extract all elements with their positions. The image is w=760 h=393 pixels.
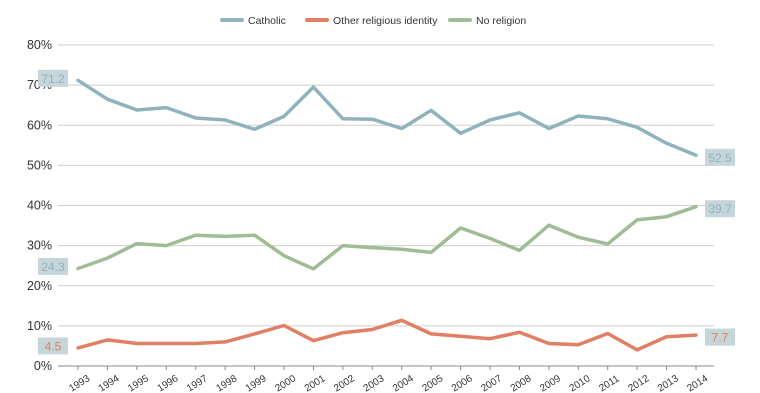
series-line	[76, 318, 698, 352]
x-tick-label: 1993	[67, 373, 92, 393]
series-lines	[76, 78, 698, 352]
legend: Catholic Other religious identity No relig…	[220, 15, 526, 27]
x-tick-label: 2001	[303, 373, 328, 393]
y-tick-label: 60%	[27, 118, 52, 132]
data-label: 24.3	[41, 260, 65, 274]
data-label: 7.7	[712, 331, 729, 345]
x-tick-label: 1994	[97, 373, 122, 393]
data-label: 71.2	[41, 72, 65, 86]
x-tick-label: 2008	[509, 373, 534, 393]
x-tick-label: 2006	[450, 373, 475, 393]
y-tick-label: 50%	[27, 158, 52, 172]
y-tick-label: 10%	[27, 319, 52, 333]
data-label-box	[705, 148, 735, 166]
data-label-box	[38, 257, 68, 275]
x-tick-label: 2000	[273, 373, 298, 393]
x-tick-label: 2002	[332, 373, 357, 393]
y-tick-label: 20%	[27, 279, 52, 293]
x-tick-label: 2010	[568, 373, 593, 393]
data-label: 4.5	[45, 339, 62, 353]
end-labels: 71.2 52.5 4.5 7.7 24.3 39.7	[38, 69, 735, 355]
x-tick-label: 2013	[656, 373, 681, 393]
data-label-box	[38, 337, 68, 355]
data-label-box	[705, 328, 735, 346]
x-tick-label: 1995	[126, 373, 151, 393]
x-tick-label: 2011	[597, 373, 621, 393]
x-tick-label: 2004	[391, 373, 416, 393]
series-line	[76, 78, 698, 158]
y-tick-label: 0%	[34, 359, 52, 373]
data-label: 52.5	[708, 151, 732, 165]
legend-label: No religion	[476, 15, 526, 27]
legend-label: Catholic	[248, 15, 286, 27]
x-tick-label: 2003	[362, 373, 387, 393]
y-axis: 0%10%20%30%40%50%60%70%80%	[27, 38, 52, 373]
y-tick-label: 40%	[27, 199, 52, 213]
data-label-box	[705, 200, 735, 218]
series-line	[76, 204, 698, 271]
x-axis: 1993 1994 1995 1996 1997 1998 1999 2000 2001 2002…	[67, 366, 710, 393]
y-tick-label: 80%	[27, 38, 52, 52]
x-tick-label: 2005	[420, 373, 445, 393]
gridlines	[58, 44, 714, 367]
x-tick-label: 2009	[538, 373, 563, 393]
x-tick-label: 1998	[214, 373, 239, 393]
x-tick-label: 1997	[185, 373, 210, 393]
x-tick-label: 2014	[685, 373, 710, 393]
x-tick-label: 2007	[479, 373, 504, 393]
x-tick-label: 1999	[244, 373, 269, 393]
data-label-box	[38, 69, 68, 87]
data-label: 39.7	[708, 202, 732, 216]
legend-label: Other religious identity	[333, 15, 438, 27]
x-tick-label: 2012	[626, 373, 651, 393]
y-tick-label: 30%	[27, 239, 52, 253]
x-tick-label: 1996	[156, 373, 181, 393]
